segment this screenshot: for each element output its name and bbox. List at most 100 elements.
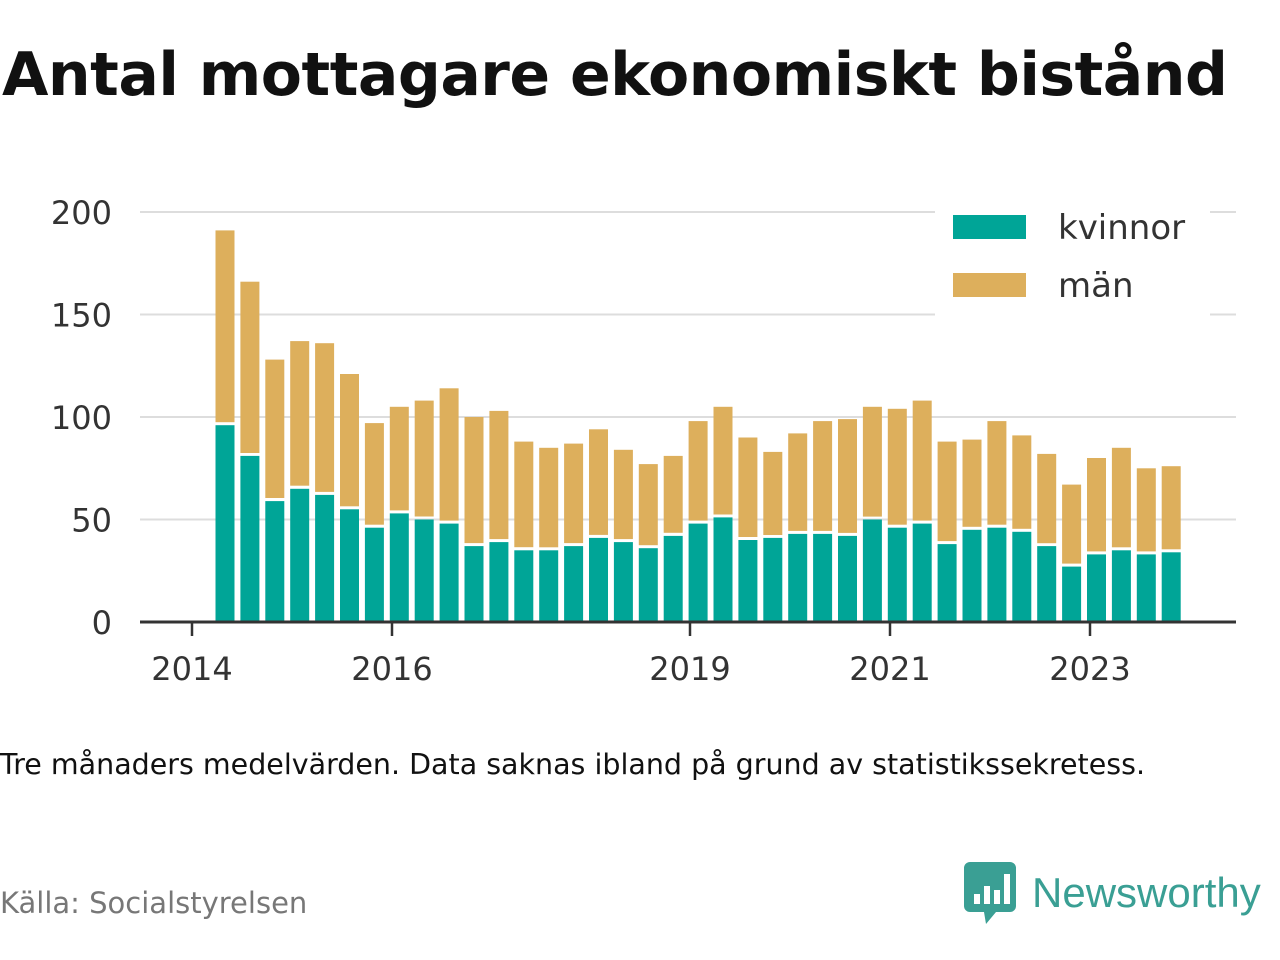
bar-kvinnor <box>464 546 484 622</box>
y-tick-label: 0 <box>92 604 112 642</box>
bar-män <box>838 419 857 533</box>
bar-män <box>813 421 833 531</box>
bar-män <box>862 406 882 517</box>
y-tick-label: 50 <box>71 502 112 540</box>
bar-män <box>340 374 359 507</box>
bar-män <box>987 421 1007 525</box>
bar-kvinnor <box>688 523 708 622</box>
y-tick-label: 200 <box>51 194 112 232</box>
bar-kvinnor <box>1012 531 1032 622</box>
x-tick-label: 2021 <box>849 650 930 688</box>
legend-swatch-kvinnor <box>953 215 1026 239</box>
x-tick-label: 2016 <box>351 650 432 688</box>
bar-kvinnor <box>1111 550 1131 623</box>
bar-kvinnor <box>738 540 758 622</box>
bar-kvinnor <box>414 519 434 622</box>
bar-män <box>589 429 608 535</box>
bars <box>215 230 1181 623</box>
bar-män <box>489 410 509 540</box>
legend-label-män: män <box>1058 266 1134 306</box>
bar-män <box>763 451 783 535</box>
bar-män <box>937 441 957 542</box>
bar-kvinnor <box>539 550 559 623</box>
x-tick-label: 2019 <box>649 650 730 688</box>
bar-kvinnor <box>1037 546 1057 622</box>
bar-män <box>240 281 260 453</box>
bar-kvinnor <box>663 535 683 622</box>
bar-män <box>539 447 559 548</box>
legend-swatch-män <box>953 273 1026 297</box>
bar-kvinnor <box>1087 554 1106 622</box>
bar-kvinnor <box>514 550 534 623</box>
bar-kvinnor <box>364 527 384 622</box>
bar-män <box>514 441 534 548</box>
bar-män <box>315 343 335 492</box>
bar-män <box>464 417 484 544</box>
bar-kvinnor <box>838 535 857 622</box>
bar-kvinnor <box>788 533 808 622</box>
bar-kvinnor <box>987 527 1007 622</box>
bar-kvinnor <box>763 537 783 622</box>
bar-män <box>613 449 633 540</box>
brand-logo[interactable]: Newsworthy <box>964 862 1261 924</box>
bar-män <box>564 443 584 544</box>
brand-name: Newsworthy <box>1032 869 1261 916</box>
bar-män <box>439 388 459 521</box>
bar-kvinnor <box>240 455 260 622</box>
bar-män <box>962 439 982 527</box>
bar-kvinnor <box>389 513 409 622</box>
legend: kvinnor män <box>935 205 1210 320</box>
bar-män <box>1111 447 1131 548</box>
bar-kvinnor <box>265 501 285 622</box>
bar-män <box>1161 466 1181 550</box>
bar-kvinnor <box>813 533 833 622</box>
bar-kvinnor <box>912 523 932 622</box>
bar-män <box>1012 435 1032 529</box>
x-tick-label: 2014 <box>151 650 232 688</box>
bar-kvinnor <box>887 527 907 622</box>
bar-kvinnor <box>340 509 359 623</box>
bar-män <box>738 437 758 537</box>
bar-kvinnor <box>290 488 310 623</box>
bar-män <box>912 400 932 521</box>
bar-män <box>389 406 409 511</box>
bar-kvinnor <box>589 537 608 622</box>
bar-kvinnor <box>489 542 509 622</box>
bar-män <box>215 230 235 423</box>
x-tick-label: 2023 <box>1049 650 1130 688</box>
bar-kvinnor <box>962 529 982 623</box>
bar-kvinnor <box>1136 554 1156 622</box>
bar-män <box>290 341 310 486</box>
axes: 0 50 100 150 200 2014 2016 2019 2021 2023 <box>51 194 1236 688</box>
source-text: Källa: Socialstyrelsen <box>0 886 308 920</box>
bar-kvinnor <box>439 523 459 622</box>
bar-kvinnor <box>215 425 235 622</box>
bar-män <box>887 408 907 525</box>
bar-män <box>1087 458 1106 552</box>
bar-män <box>638 464 658 546</box>
bar-kvinnor <box>937 544 957 622</box>
bar-män <box>1037 453 1057 544</box>
bar-kvinnor <box>638 548 658 622</box>
newsworthy-logo-icon <box>964 862 1016 924</box>
y-tick-label: 100 <box>51 399 112 437</box>
bar-kvinnor <box>1161 552 1181 622</box>
bar-män <box>663 455 683 533</box>
bar-kvinnor <box>613 542 633 622</box>
bar-män <box>688 421 708 521</box>
chart-title: Antal mottagare ekonomiskt bistånd <box>2 40 1228 110</box>
bar-kvinnor <box>1062 566 1082 622</box>
bar-män <box>265 359 285 498</box>
bar-män <box>788 433 808 531</box>
y-tick-label: 150 <box>51 297 112 335</box>
bar-män <box>364 423 384 525</box>
bar-kvinnor <box>862 519 882 622</box>
bar-män <box>1062 484 1082 564</box>
stacked-bar-chart: 0 50 100 150 200 2014 2016 2019 2021 2023 kvinnor… <box>51 194 1236 688</box>
chart-note: Tre månaders medelvärden. Data saknas ib… <box>0 748 1146 781</box>
bar-kvinnor <box>564 546 584 622</box>
bar-män <box>414 400 434 517</box>
bar-kvinnor <box>315 494 335 622</box>
legend-label-kvinnor: kvinnor <box>1058 208 1185 248</box>
bar-män <box>713 406 733 515</box>
